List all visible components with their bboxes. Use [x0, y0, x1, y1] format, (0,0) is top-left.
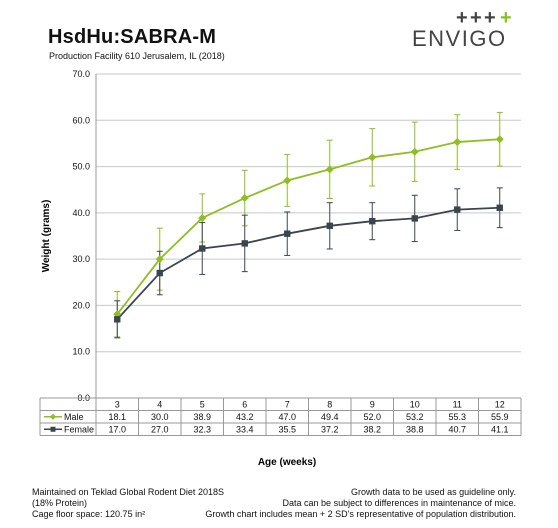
male-point: [453, 138, 462, 147]
footer-disclaimer: Growth data to be used as guideline only…: [205, 487, 516, 520]
footer-diet-notes: Maintained on Teklad Global Rodent Diet …: [32, 487, 224, 520]
x-tick-label: 10: [410, 400, 420, 410]
x-tick-label: 5: [200, 400, 205, 410]
logo-plus-icon: +: [484, 7, 496, 29]
male-series-line: [116, 138, 500, 315]
female-value-label: 33.4: [236, 424, 254, 434]
x-tick-label: 8: [327, 400, 332, 410]
female-point: [156, 269, 163, 277]
male-point: [495, 135, 504, 144]
female-point: [496, 204, 503, 211]
x-axis-label: Age (weeks): [258, 457, 316, 468]
male-legend-marker: [50, 413, 56, 420]
female-point: [241, 240, 248, 247]
female-value-label: 40.7: [448, 424, 466, 434]
female-point: [454, 206, 461, 213]
female-point: [114, 316, 121, 323]
female-value-label: 17.0: [108, 424, 126, 434]
male-point: [283, 176, 292, 185]
male-value-label: 18.1: [108, 412, 126, 422]
footer-sd-note: Growth chart includes mean + 2 SD's repr…: [205, 509, 516, 519]
x-tick-label: 12: [495, 400, 505, 410]
x-tick-label: 9: [370, 400, 375, 410]
male-point: [240, 194, 249, 203]
y-tick-label: 50.0: [72, 162, 90, 172]
female-legend-label: Female: [64, 424, 94, 434]
male-legend-label: Male: [64, 412, 84, 422]
y-tick-label: 40.0: [72, 208, 90, 218]
male-value-label: 30.0: [151, 412, 169, 422]
y-tick-label: 60.0: [72, 115, 90, 125]
logo-plus-icon: +: [470, 7, 482, 29]
footer-protein: (18% Protein): [32, 498, 88, 508]
x-tick-label: 11: [453, 400, 462, 410]
female-value-label: 35.5: [278, 424, 296, 434]
x-tick-label: 3: [115, 400, 120, 410]
male-value-label: 53.2: [406, 412, 424, 422]
female-value-label: 32.3: [193, 424, 211, 434]
female-value-label: 27.0: [151, 424, 169, 434]
female-value-label: 37.2: [321, 424, 339, 434]
female-point: [411, 215, 418, 222]
male-point: [198, 213, 207, 222]
male-point: [410, 147, 419, 156]
female-point: [199, 245, 206, 252]
female-value-label: 41.1: [491, 424, 509, 434]
male-value-label: 52.0: [363, 412, 381, 422]
female-series-line: [116, 206, 500, 320]
footer-cage-space: Cage floor space: 120.75 in²: [32, 509, 146, 519]
x-tick-label: 4: [157, 400, 162, 410]
male-point: [368, 153, 377, 162]
male-point: [325, 165, 334, 174]
envigo-logo: + + + + ENVIGO: [412, 8, 522, 52]
male-value-label: 55.9: [491, 412, 509, 422]
y-tick-label: 20.0: [72, 300, 90, 310]
logo-plus-icon: +: [500, 7, 512, 29]
male-value-label: 38.9: [193, 412, 211, 422]
x-tick-label: 6: [242, 400, 247, 410]
male-value-label: 55.3: [448, 412, 466, 422]
y-tick-label: 10.0: [72, 347, 90, 357]
x-tick-label: 7: [285, 400, 290, 410]
female-point: [369, 217, 376, 225]
male-point: [155, 255, 164, 264]
footer-guideline: Growth data to be used as guideline only…: [351, 487, 516, 497]
female-legend-marker: [50, 426, 56, 432]
y-tick-label: 30.0: [72, 254, 90, 264]
female-value-label: 38.8: [406, 424, 424, 434]
male-value-label: 43.2: [236, 412, 254, 422]
y-tick-label: 70.0: [72, 69, 90, 79]
male-value-label: 49.4: [321, 412, 339, 422]
logo-text: ENVIGO: [412, 26, 507, 51]
chart-subtitle: Production Facility 610 Jerusalem, IL (2…: [49, 51, 225, 61]
male-value-label: 47.0: [278, 412, 296, 422]
female-point: [326, 222, 333, 230]
female-value-label: 38.2: [363, 424, 381, 434]
footer-maintenance: Data can be subject to differences in ma…: [282, 498, 516, 508]
y-axis-label: Weight (grams): [41, 200, 52, 273]
female-point: [284, 230, 291, 237]
logo-plus-icon: +: [456, 7, 468, 29]
chart-title: HsdHu:SABRA-M: [48, 26, 217, 48]
footer-diet: Maintained on Teklad Global Rodent Diet …: [32, 487, 224, 497]
